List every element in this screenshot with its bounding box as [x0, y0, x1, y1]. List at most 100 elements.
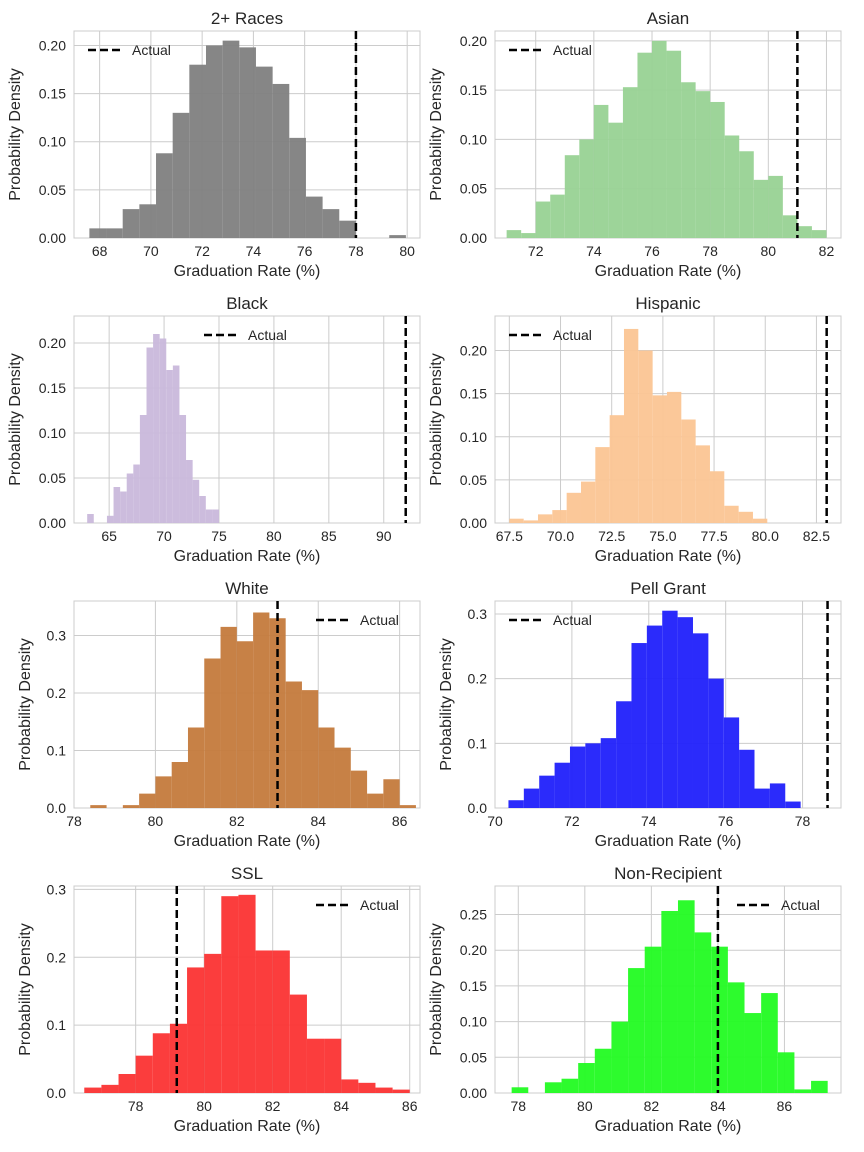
histogram-bar	[392, 1089, 410, 1093]
histogram-bar	[339, 220, 356, 238]
histogram-panel: 78 80 82 84 86 0.00 0.05 0.10 0.15 0.20 0.25 Non-Re…	[428, 864, 842, 1135]
x-axis-label: Graduation Rate (%)	[595, 263, 742, 280]
x-axis-label: Graduation Rate (%)	[174, 1118, 321, 1135]
histogram-bar	[569, 746, 586, 808]
x-tick-label: 80	[399, 243, 415, 259]
x-tick-label: 84	[310, 813, 326, 829]
y-tick-label: 0.0	[468, 800, 488, 816]
histogram-bar	[186, 460, 193, 523]
histogram-bar	[797, 226, 812, 238]
histogram-bar	[146, 347, 154, 523]
x-tick-label: 82.5	[803, 528, 830, 544]
panel-title: Black	[226, 294, 268, 313]
histogram-bar	[753, 179, 769, 238]
histogram-panel: 72 74 76 78 80 82 0.00 0.05 0.10 0.15 0.20 Asian Gra…	[428, 9, 842, 280]
histogram-bar	[120, 491, 127, 523]
histogram-bar	[172, 365, 180, 523]
x-tick-label: 70	[487, 813, 503, 829]
histogram-bar	[754, 788, 770, 808]
histogram-bar	[723, 717, 740, 808]
histogram-bar	[539, 775, 555, 808]
panel-title: White	[225, 579, 268, 598]
histogram-bar	[122, 209, 140, 238]
x-tick-label: 70	[143, 243, 159, 259]
x-tick-label: 80.0	[752, 528, 779, 544]
histogram-bar	[135, 1055, 153, 1093]
histogram-bar	[220, 626, 237, 808]
histogram-bar	[139, 793, 156, 808]
histogram-bar	[521, 233, 536, 238]
histogram-bar	[761, 993, 778, 1093]
histogram-bar	[694, 932, 712, 1093]
histogram-bar	[681, 82, 696, 238]
x-tick-label: 78	[795, 813, 811, 829]
histogram-bar	[695, 91, 711, 238]
histogram-bar	[695, 445, 710, 523]
histogram-bar	[159, 338, 167, 523]
histogram-bar	[552, 510, 567, 523]
y-tick-label: 0.00	[460, 1085, 487, 1101]
x-tick-label: 84	[333, 1098, 349, 1114]
y-tick-label: 0.15	[460, 978, 487, 994]
histogram-bar	[585, 743, 601, 808]
histogram-bar	[306, 1038, 325, 1093]
histogram-bar	[172, 112, 190, 238]
histogram-bar	[318, 727, 335, 808]
y-axis-label: Probability Density	[7, 353, 24, 486]
x-tick-label: 80	[577, 1098, 593, 1114]
histogram-bar	[334, 747, 351, 808]
histogram-panel: 65 70 75 80 85 90 0.00 0.05 0.10 0.15 0.20 Black Gra…	[7, 294, 421, 565]
x-tick-label: 82	[265, 1098, 281, 1114]
legend: Actual	[509, 327, 592, 343]
histogram-bar	[118, 1073, 136, 1093]
y-tick-label: 0.3	[47, 881, 67, 897]
histogram-bar	[106, 228, 123, 238]
y-tick-label: 0.05	[39, 182, 66, 198]
histogram-bar	[509, 518, 524, 523]
x-tick-label: 74	[586, 243, 602, 259]
y-tick-label: 0.10	[39, 425, 66, 441]
y-tick-label: 0.10	[460, 131, 487, 147]
histogram-bar	[611, 1021, 629, 1093]
histogram-bar	[389, 235, 406, 238]
histogram-bar	[508, 800, 524, 808]
histogram-bar	[90, 805, 107, 808]
x-tick-label: 86	[777, 1098, 793, 1114]
histogram-bar	[595, 447, 610, 523]
legend-label: Actual	[553, 327, 592, 343]
x-tick-label: 72	[564, 813, 580, 829]
histogram-bar	[662, 610, 678, 808]
y-tick-label: 0.20	[460, 343, 487, 359]
legend: Actual	[316, 612, 399, 628]
legend-label: Actual	[248, 327, 287, 343]
x-tick-label: 78	[348, 243, 364, 259]
histogram-bar	[608, 122, 623, 238]
y-tick-label: 0.20	[460, 942, 487, 958]
histogram-bar	[272, 950, 290, 1093]
histogram-bar	[358, 1082, 376, 1093]
histogram-bar	[192, 479, 200, 523]
x-tick-label: 76	[297, 243, 313, 259]
histogram-bar	[739, 749, 755, 808]
histogram-bar	[204, 953, 222, 1093]
y-tick-label: 0.00	[39, 515, 66, 531]
histogram-bar	[535, 201, 551, 238]
x-axis-label: Graduation Rate (%)	[174, 548, 321, 565]
histogram-bar	[782, 215, 798, 238]
panel-title: SSL	[231, 864, 263, 883]
histogram-bar	[724, 505, 739, 523]
x-tick-label: 82	[819, 243, 835, 259]
y-tick-label: 0.05	[460, 472, 487, 488]
y-tick-label: 0.1	[468, 735, 488, 751]
histogram-bar	[152, 1033, 170, 1093]
x-tick-label: 75	[211, 528, 227, 544]
histogram-bar	[383, 779, 400, 808]
histogram-bar	[289, 137, 306, 238]
histogram-bar	[205, 45, 223, 238]
histogram-bar	[578, 1063, 595, 1093]
legend: Actual	[316, 897, 399, 913]
histogram-bar	[289, 994, 307, 1093]
x-tick-label: 72	[528, 243, 544, 259]
histogram-bar	[238, 894, 256, 1093]
